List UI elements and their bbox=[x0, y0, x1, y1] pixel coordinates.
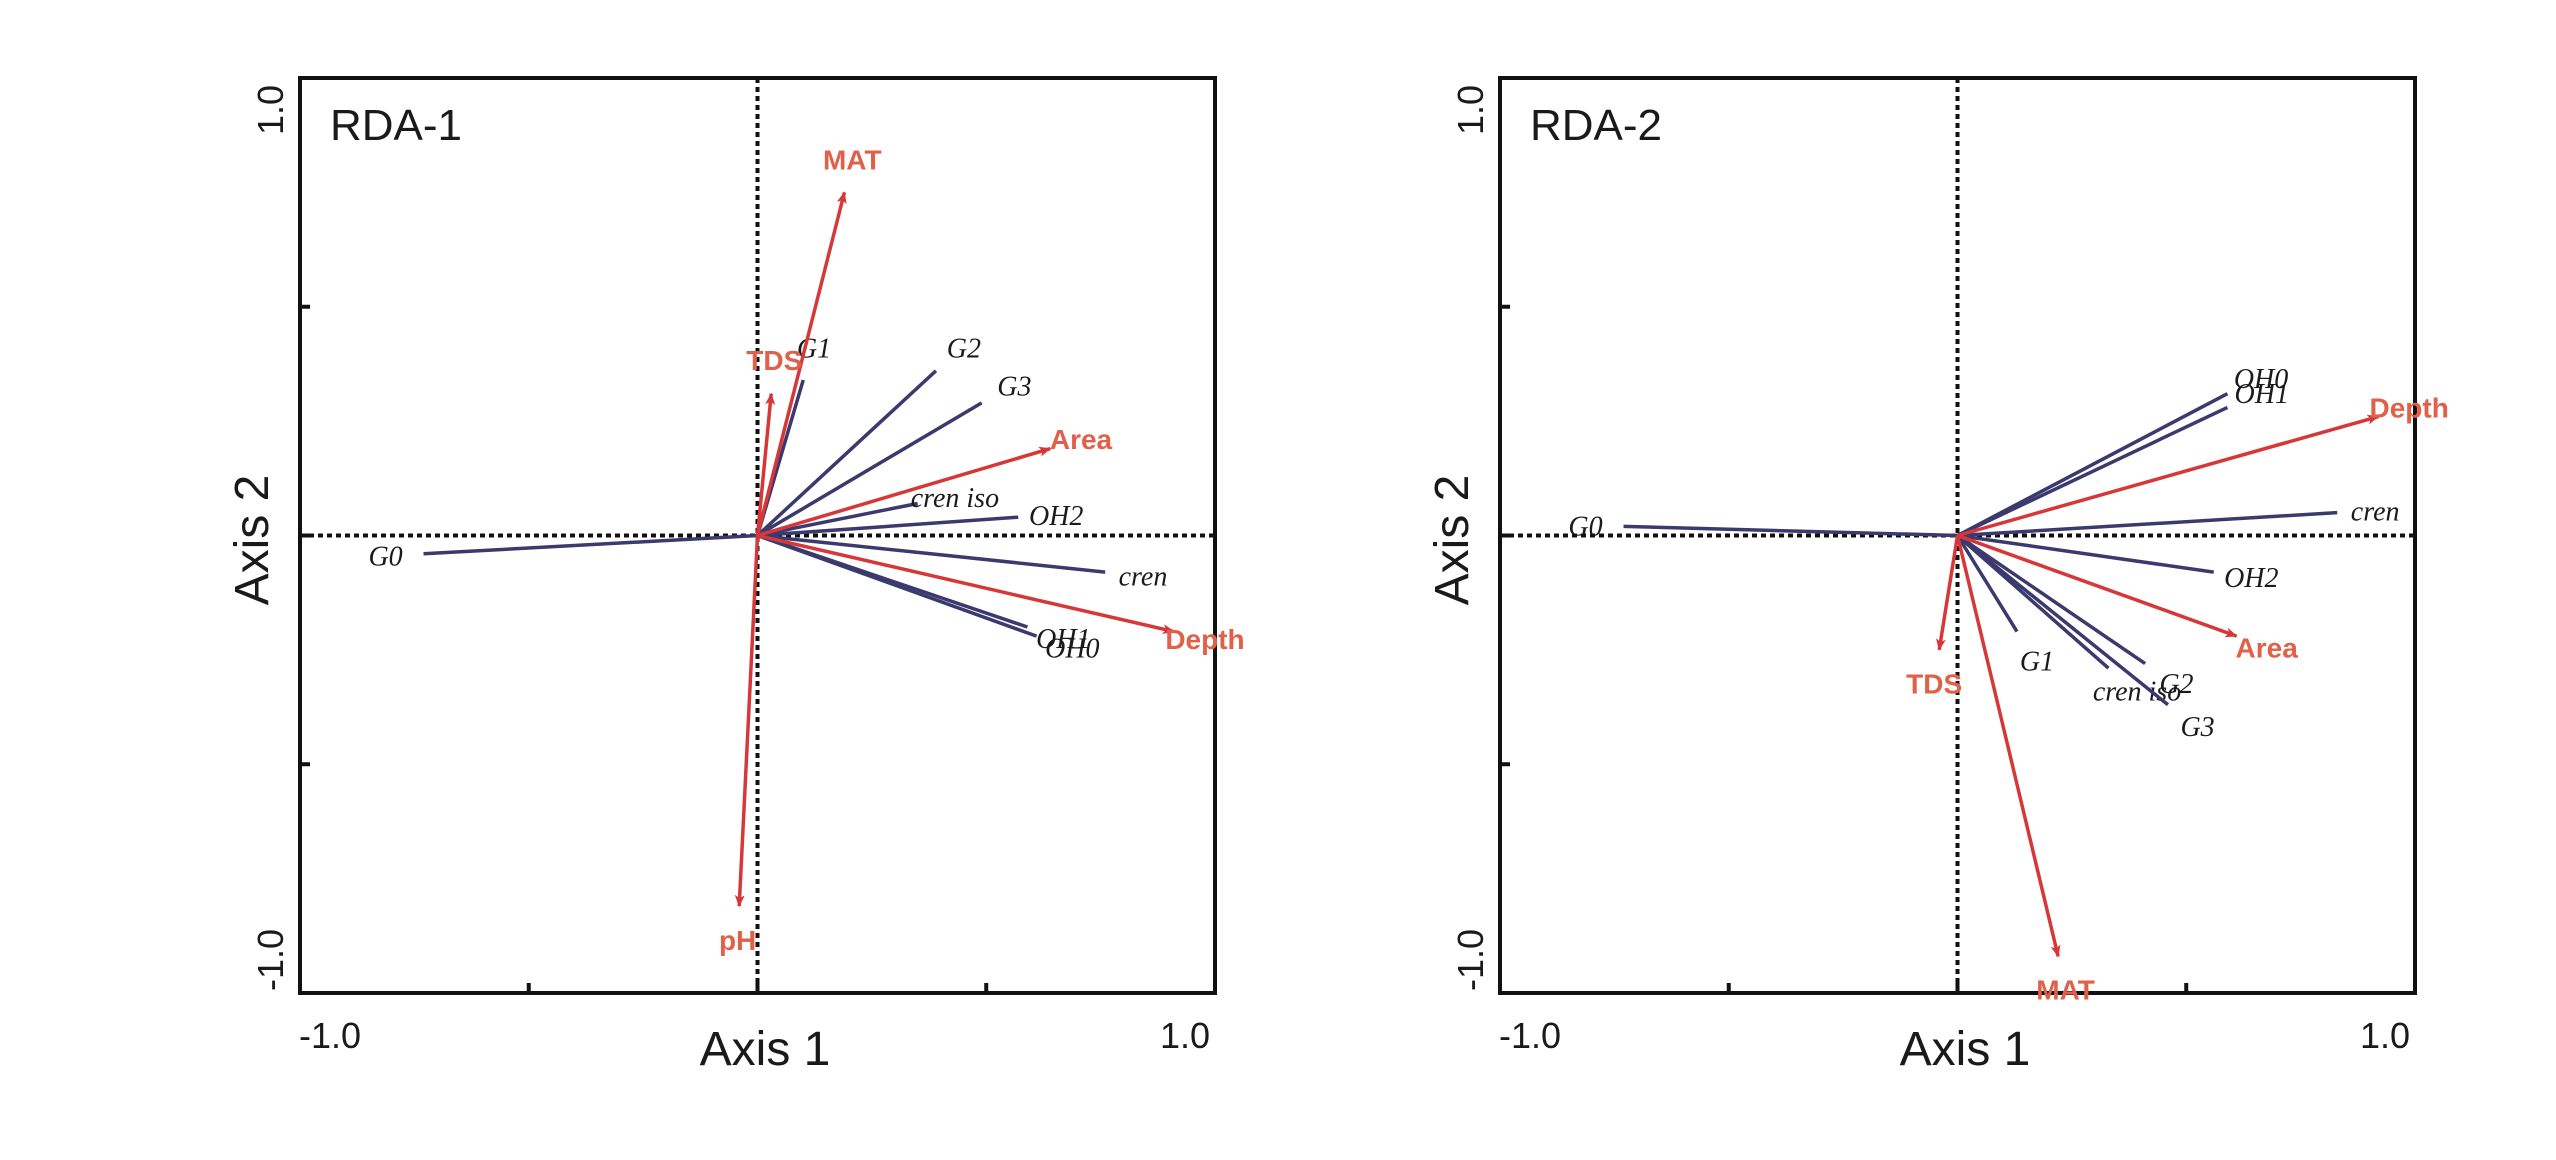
rda-2-panel: RDA-2 1.0 -1.0 -1.0 1.0 Axis 1 Axis 2 G0… bbox=[1426, 76, 2449, 1076]
species-vector-cren bbox=[1957, 510, 2338, 538]
species-label: G0 bbox=[368, 542, 402, 573]
panel-title: RDA-2 bbox=[1530, 101, 1662, 150]
species-vector-g3 bbox=[1956, 534, 2170, 707]
panel-title: RDA-1 bbox=[330, 101, 462, 150]
env-arrow-mat bbox=[1955, 535, 2061, 958]
env-label: pH bbox=[719, 925, 756, 956]
species-vector-oh2 bbox=[1957, 533, 2214, 574]
env-label: Depth bbox=[2370, 392, 2449, 423]
species-label: G2 bbox=[947, 334, 981, 365]
species-label: OH1 bbox=[2235, 379, 2289, 410]
species-vector-cren bbox=[757, 533, 1106, 574]
species-vector-oh2 bbox=[757, 515, 1019, 538]
species-label: cren iso bbox=[911, 483, 999, 514]
x-axis-title: Axis 1 bbox=[700, 1023, 831, 1076]
species-label: cren bbox=[1119, 562, 1168, 593]
env-label: Area bbox=[2236, 633, 2299, 664]
x-axis-title: Axis 1 bbox=[1900, 1023, 2031, 1076]
species-vector-g1 bbox=[1956, 534, 2019, 633]
species-vector-g0 bbox=[423, 533, 758, 556]
species-vector-g3 bbox=[756, 401, 983, 538]
species-label: cren bbox=[2351, 497, 2400, 528]
env-arrow-mat bbox=[755, 191, 847, 536]
env-arrow-area bbox=[757, 446, 1052, 538]
species-label: G1 bbox=[2020, 646, 2054, 677]
env-label: Area bbox=[1050, 424, 1113, 455]
env-arrow-depth bbox=[757, 533, 1175, 634]
species-label: G0 bbox=[1568, 511, 1602, 542]
env-arrow-tds bbox=[1936, 535, 1960, 651]
species-label: OH0 bbox=[2234, 364, 2288, 395]
y-axis-title: Axis 2 bbox=[226, 475, 279, 606]
species-label: G2 bbox=[2159, 669, 2193, 700]
x-tick-label-right: 1.0 bbox=[1160, 1015, 1210, 1056]
species-vector-g2 bbox=[1956, 534, 2147, 666]
env-label: TDS bbox=[746, 345, 802, 376]
species-label: OH2 bbox=[1029, 501, 1083, 532]
env-label: MAT bbox=[2036, 974, 2095, 1005]
species-label: OH0 bbox=[1045, 634, 1099, 665]
species-vector-g0 bbox=[1623, 524, 1958, 538]
x-tick-label-right: 1.0 bbox=[2360, 1015, 2410, 1056]
species-vector-oh0 bbox=[1956, 392, 2229, 538]
y-tick-label-bottom: -1.0 bbox=[1450, 929, 1491, 991]
species-label: OH1 bbox=[1036, 624, 1090, 655]
x-tick-label-left: -1.0 bbox=[299, 1015, 361, 1056]
species-label: G3 bbox=[997, 372, 1031, 403]
y-tick-label-top: 1.0 bbox=[1450, 85, 1491, 135]
rda-1-panel: RDA-1 1.0 -1.0 -1.0 1.0 Axis 1 Axis 2 G0… bbox=[226, 76, 1245, 1076]
env-label: Depth bbox=[1165, 624, 1244, 655]
species-vector-oh0 bbox=[756, 533, 1038, 638]
env-arrow-area bbox=[1956, 533, 2238, 638]
env-label: TDS bbox=[1906, 668, 1962, 699]
env-arrow-ph bbox=[734, 535, 760, 908]
species-vector-cren-iso bbox=[757, 501, 918, 538]
species-label: OH2 bbox=[2224, 563, 2278, 594]
y-tick-label-bottom: -1.0 bbox=[250, 929, 291, 991]
species-vector-g2 bbox=[756, 369, 938, 537]
x-tick-label-left: -1.0 bbox=[1499, 1015, 1561, 1056]
env-arrow-depth bbox=[1957, 414, 2380, 538]
y-tick-label-top: 1.0 bbox=[250, 85, 291, 135]
env-label: MAT bbox=[823, 144, 882, 175]
species-vector-oh1 bbox=[1956, 405, 2229, 538]
env-arrow-tds bbox=[755, 392, 776, 536]
species-label: G3 bbox=[2180, 712, 2214, 743]
y-axis-title: Axis 2 bbox=[1426, 475, 1479, 606]
